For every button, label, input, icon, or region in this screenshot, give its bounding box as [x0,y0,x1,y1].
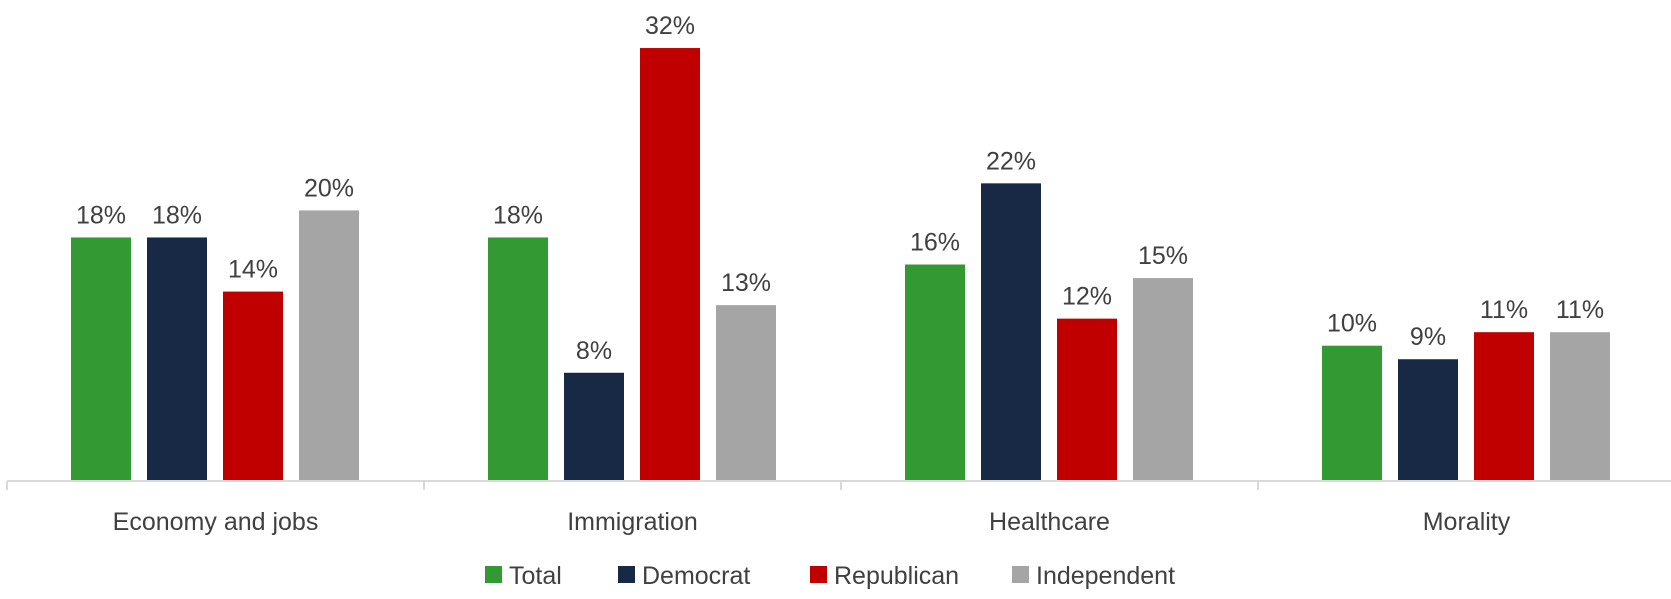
legend-label-total: Total [509,562,562,590]
bar-immigration-republican [640,48,700,481]
bars-layer [71,48,1610,481]
bar-economy-and-jobs-total [71,237,131,481]
bar-healthcare-total [905,264,965,481]
category-label-economy-and-jobs: Economy and jobs [113,508,319,536]
legend-label-republican: Republican [834,562,959,590]
bar-economy-and-jobs-democrat [147,237,207,481]
data-label-immigration-republican: 32% [645,12,695,40]
data-label-economy-and-jobs-independent: 20% [304,174,354,202]
bar-economy-and-jobs-republican [223,291,283,481]
data-label-immigration-total: 18% [493,201,543,229]
value-labels-layer: 18% 18% 14% 20% 18% 8% 32% 13% 16% 22% 12% 15% 10% 9%… [76,12,1604,365]
category-label-healthcare: Healthcare [989,508,1110,536]
legend-swatch-democrat [618,566,635,583]
bar-morality-democrat [1398,359,1458,481]
data-label-morality-total: 10% [1327,310,1377,338]
data-label-economy-and-jobs-republican: 14% [228,256,278,284]
data-label-economy-and-jobs-total: 18% [76,201,126,229]
data-label-immigration-independent: 13% [721,269,771,297]
data-label-immigration-democrat: 8% [576,337,612,365]
bar-healthcare-republican [1057,318,1117,481]
category-labels-layer: Economy and jobs Immigration Healthcare Mor… [113,508,1511,536]
category-label-immigration: Immigration [567,508,698,536]
data-label-morality-independent: 11% [1556,296,1604,324]
bar-morality-total [1322,345,1382,481]
bar-immigration-total [488,237,548,481]
legend-swatch-independent [1012,566,1029,583]
data-label-morality-republican: 11% [1480,296,1528,324]
bar-healthcare-democrat [981,183,1041,481]
data-label-healthcare-republican: 12% [1062,283,1112,311]
data-label-morality-democrat: 9% [1410,323,1446,351]
legend-label-independent: Independent [1036,562,1175,590]
data-label-healthcare-total: 16% [910,229,960,257]
legend-label-democrat: Democrat [642,562,750,590]
bar-healthcare-independent [1133,278,1193,481]
data-label-economy-and-jobs-democrat: 18% [152,201,202,229]
legend-swatch-total [485,566,502,583]
x-axis [6,480,1671,490]
legend: Total Democrat Republican Independent [485,562,1175,590]
category-label-morality: Morality [1423,508,1511,536]
bar-morality-republican [1474,332,1534,481]
bar-morality-independent [1550,332,1610,481]
bar-immigration-democrat [564,372,624,481]
bar-economy-and-jobs-independent [299,210,359,481]
data-label-healthcare-independent: 15% [1138,242,1188,270]
data-label-healthcare-democrat: 22% [986,147,1036,175]
bar-immigration-independent [716,305,776,481]
legend-swatch-republican [810,566,827,583]
